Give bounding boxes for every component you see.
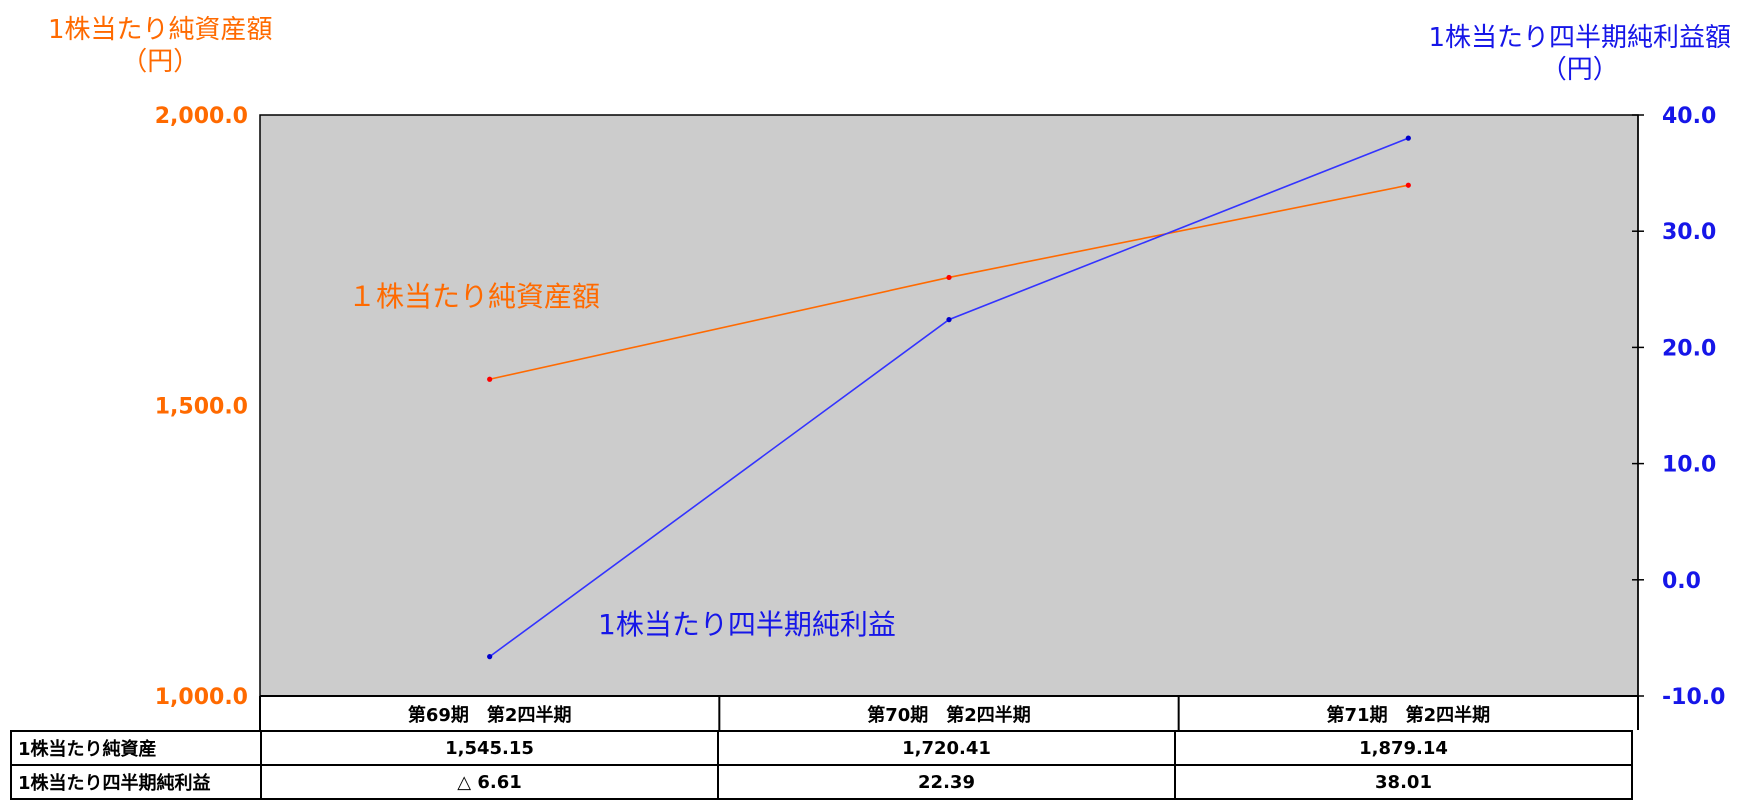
left-tick-label: 1,500.0	[155, 395, 248, 420]
table-row-label: 1株当たり純資産	[10, 730, 262, 766]
category-label: 第69期 第2四半期	[408, 704, 572, 726]
data-point	[1405, 135, 1411, 141]
table-cell: 1,545.15	[260, 730, 719, 766]
category-label: 第70期 第2四半期	[867, 704, 1031, 726]
table-cell: 1,720.41	[717, 730, 1176, 766]
table-cell: 22.39	[717, 764, 1176, 800]
table-cell: △ 6.61	[260, 764, 719, 800]
right-tick-label: 20.0	[1662, 336, 1716, 361]
left-axis-title-line2: （円）	[121, 47, 200, 77]
left-axis-title-line1: 1株当たり純資産額	[48, 15, 273, 45]
data-point	[946, 317, 952, 323]
table-row: 1株当たり四半期純利益 △ 6.61 22.39 38.01	[10, 764, 1633, 800]
left-axis-title: 1株当たり純資産額 （円）	[48, 14, 273, 78]
annotation-net-income: 1株当たり四半期純利益	[598, 608, 896, 641]
category-label: 第71期 第2四半期	[1327, 704, 1491, 726]
data-point	[1405, 182, 1411, 188]
right-tick-label: 10.0	[1662, 453, 1716, 478]
plot-area	[259, 114, 1639, 697]
left-tick-label: 1,000.0	[155, 685, 248, 710]
data-point	[487, 654, 493, 660]
right-axis-title-line2: （円）	[1540, 55, 1619, 85]
right-tick-label: 40.0	[1662, 104, 1716, 129]
left-tick-label: 2,000.0	[155, 104, 248, 129]
right-tick-label: 0.0	[1662, 569, 1701, 594]
right-tick-label: 30.0	[1662, 220, 1716, 245]
right-tick-label: -10.0	[1662, 685, 1725, 710]
data-point	[487, 376, 493, 382]
data-point	[946, 274, 952, 281]
table-row: 1株当たり純資産 1,545.15 1,720.41 1,879.14	[10, 730, 1633, 766]
table-cell: 38.01	[1174, 764, 1633, 800]
annotation-net-assets: １株当たり純資産額	[348, 280, 600, 313]
table-row-label: 1株当たり四半期純利益	[10, 764, 262, 800]
data-table: 1株当たり純資産 1,545.15 1,720.41 1,879.14 1株当たり四半期…	[10, 730, 1633, 800]
table-cell: 1,879.14	[1174, 730, 1633, 766]
right-axis-title-line1: 1株当たり四半期純利益額	[1428, 23, 1731, 53]
right-axis-title: 1株当たり四半期純利益額 （円）	[1428, 22, 1731, 86]
